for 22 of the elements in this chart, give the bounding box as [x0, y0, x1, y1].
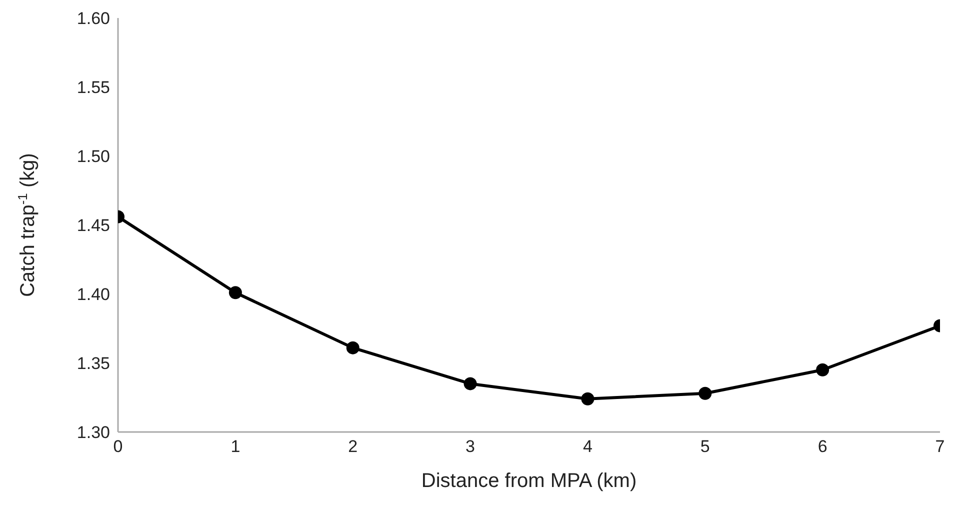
point	[228, 286, 242, 300]
y-tick-label: 1.60	[76, 9, 110, 28]
y-tick-label: 1.35	[76, 354, 110, 374]
y-tick-label: 1.40	[76, 285, 110, 304]
x-tick-label: 7	[935, 437, 945, 456]
point	[581, 392, 594, 406]
y-tick-label: 1.45	[76, 216, 110, 236]
x-tick-label: 3	[466, 437, 476, 456]
x-axis-title: Distance from MPA (km)	[421, 470, 637, 492]
y-tick-label: 1.55	[76, 78, 110, 98]
point	[698, 386, 712, 400]
x-tick-label: 2	[348, 437, 358, 456]
y-tick-label: 1.50	[76, 147, 110, 166]
point	[346, 341, 360, 354]
x-tick-label: 1	[230, 437, 240, 456]
point	[464, 377, 477, 390]
x-tick-label: 6	[818, 437, 828, 456]
x-tick-label: 4	[582, 437, 592, 456]
x-tick-label: 5	[700, 437, 710, 456]
x-tick-label: 0	[113, 437, 123, 456]
y-tick-label: 1.30	[76, 423, 110, 442]
point	[816, 363, 830, 376]
